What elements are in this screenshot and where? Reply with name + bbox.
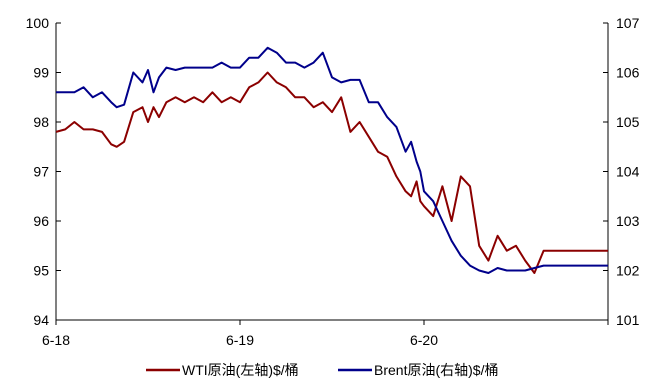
legend-label-wti: WTI原油(左轴)$/桶 bbox=[182, 362, 299, 378]
right-tick-label: 103 bbox=[616, 213, 640, 229]
series-line-0 bbox=[55, 71, 608, 274]
right-tick-label: 105 bbox=[616, 114, 640, 130]
series-line-1 bbox=[56, 46, 608, 274]
left-tick-label: 95 bbox=[33, 263, 49, 279]
right-tick-label: 101 bbox=[616, 312, 640, 328]
right-tick-label: 107 bbox=[616, 15, 640, 31]
left-axis-ticks: 94 95 96 97 98 99 100 bbox=[26, 15, 61, 328]
x-tick-label: 6-20 bbox=[410, 332, 438, 348]
left-tick-label: 99 bbox=[33, 65, 49, 81]
right-tick-label: 104 bbox=[616, 164, 640, 180]
right-tick-label: 102 bbox=[616, 263, 640, 279]
left-tick-label: 94 bbox=[33, 312, 49, 328]
left-tick-label: 100 bbox=[26, 15, 50, 31]
x-axis-ticks: 6-18 6-19 6-20 bbox=[42, 320, 609, 348]
legend: WTI原油(左轴)$/桶 Brent原油(右轴)$/桶 bbox=[146, 362, 498, 378]
left-tick-label: 97 bbox=[33, 164, 49, 180]
right-axis-ticks: 101 102 103 104 105 106 107 bbox=[603, 15, 640, 328]
legend-label-brent: Brent原油(右轴)$/桶 bbox=[374, 362, 498, 378]
right-tick-label: 106 bbox=[616, 65, 640, 81]
x-tick-label: 6-18 bbox=[42, 332, 70, 348]
left-tick-label: 98 bbox=[33, 114, 49, 130]
x-tick-label: 6-19 bbox=[226, 332, 254, 348]
series-lines bbox=[55, 46, 608, 274]
left-tick-label: 96 bbox=[33, 213, 49, 229]
